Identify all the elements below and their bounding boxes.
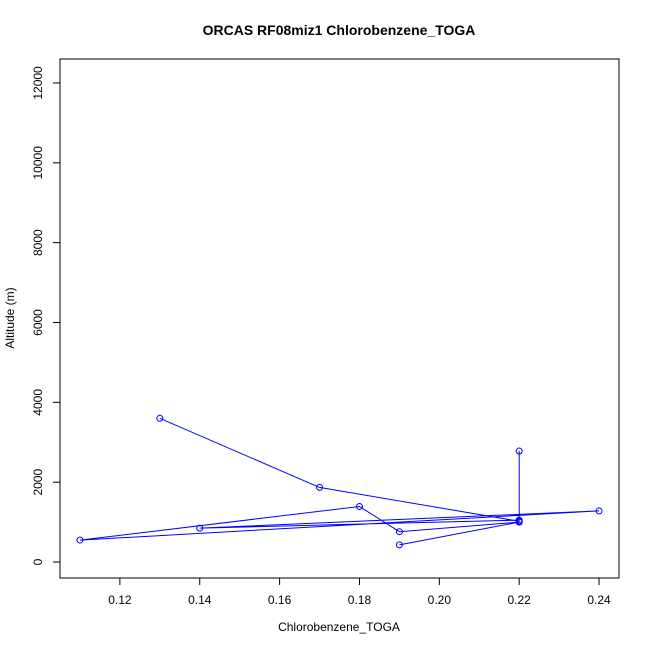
x-tick-label: 0.16 [268,593,292,607]
x-axis-label: Chlorobenzene_TOGA [278,620,400,634]
y-axis-label: Altitude (m) [3,287,17,348]
x-tick-label: 0.18 [348,593,372,607]
data-point [355,503,363,511]
x-tick-label: 0.12 [108,593,132,607]
y-tick-label: 4000 [31,389,45,416]
y-tick-label: 8000 [31,229,45,256]
y-tick-label: 10000 [31,146,45,180]
data-point [515,518,523,526]
data-point [196,524,204,532]
data-point [515,516,523,524]
data-point [595,507,603,515]
x-tick-label: 0.24 [587,593,611,607]
x-tick-label: 0.14 [188,593,212,607]
y-tick-label: 6000 [31,309,45,336]
y-tick-label: 12000 [31,66,45,100]
x-axis: 0.12 0.14 0.16 0.18 0.20 0.22 0.24 [108,577,611,607]
x-tick-label: 0.22 [507,593,531,607]
series-line [79,417,600,546]
y-tick-label: 2000 [31,469,45,496]
data-point [395,541,403,549]
x-tick-label: 0.20 [428,593,452,607]
data-point [316,483,324,491]
y-tick-label: 0 [31,558,45,565]
series-layer [76,414,603,549]
chart-title: ORCAS RF08miz1 Chlorobenzene_TOGA [203,22,476,38]
data-point [156,414,164,422]
data-point [395,528,403,536]
data-point [76,536,84,544]
y-axis: 0 2000 4000 6000 8000 10000 12000 [31,66,61,565]
data-point [515,447,523,455]
